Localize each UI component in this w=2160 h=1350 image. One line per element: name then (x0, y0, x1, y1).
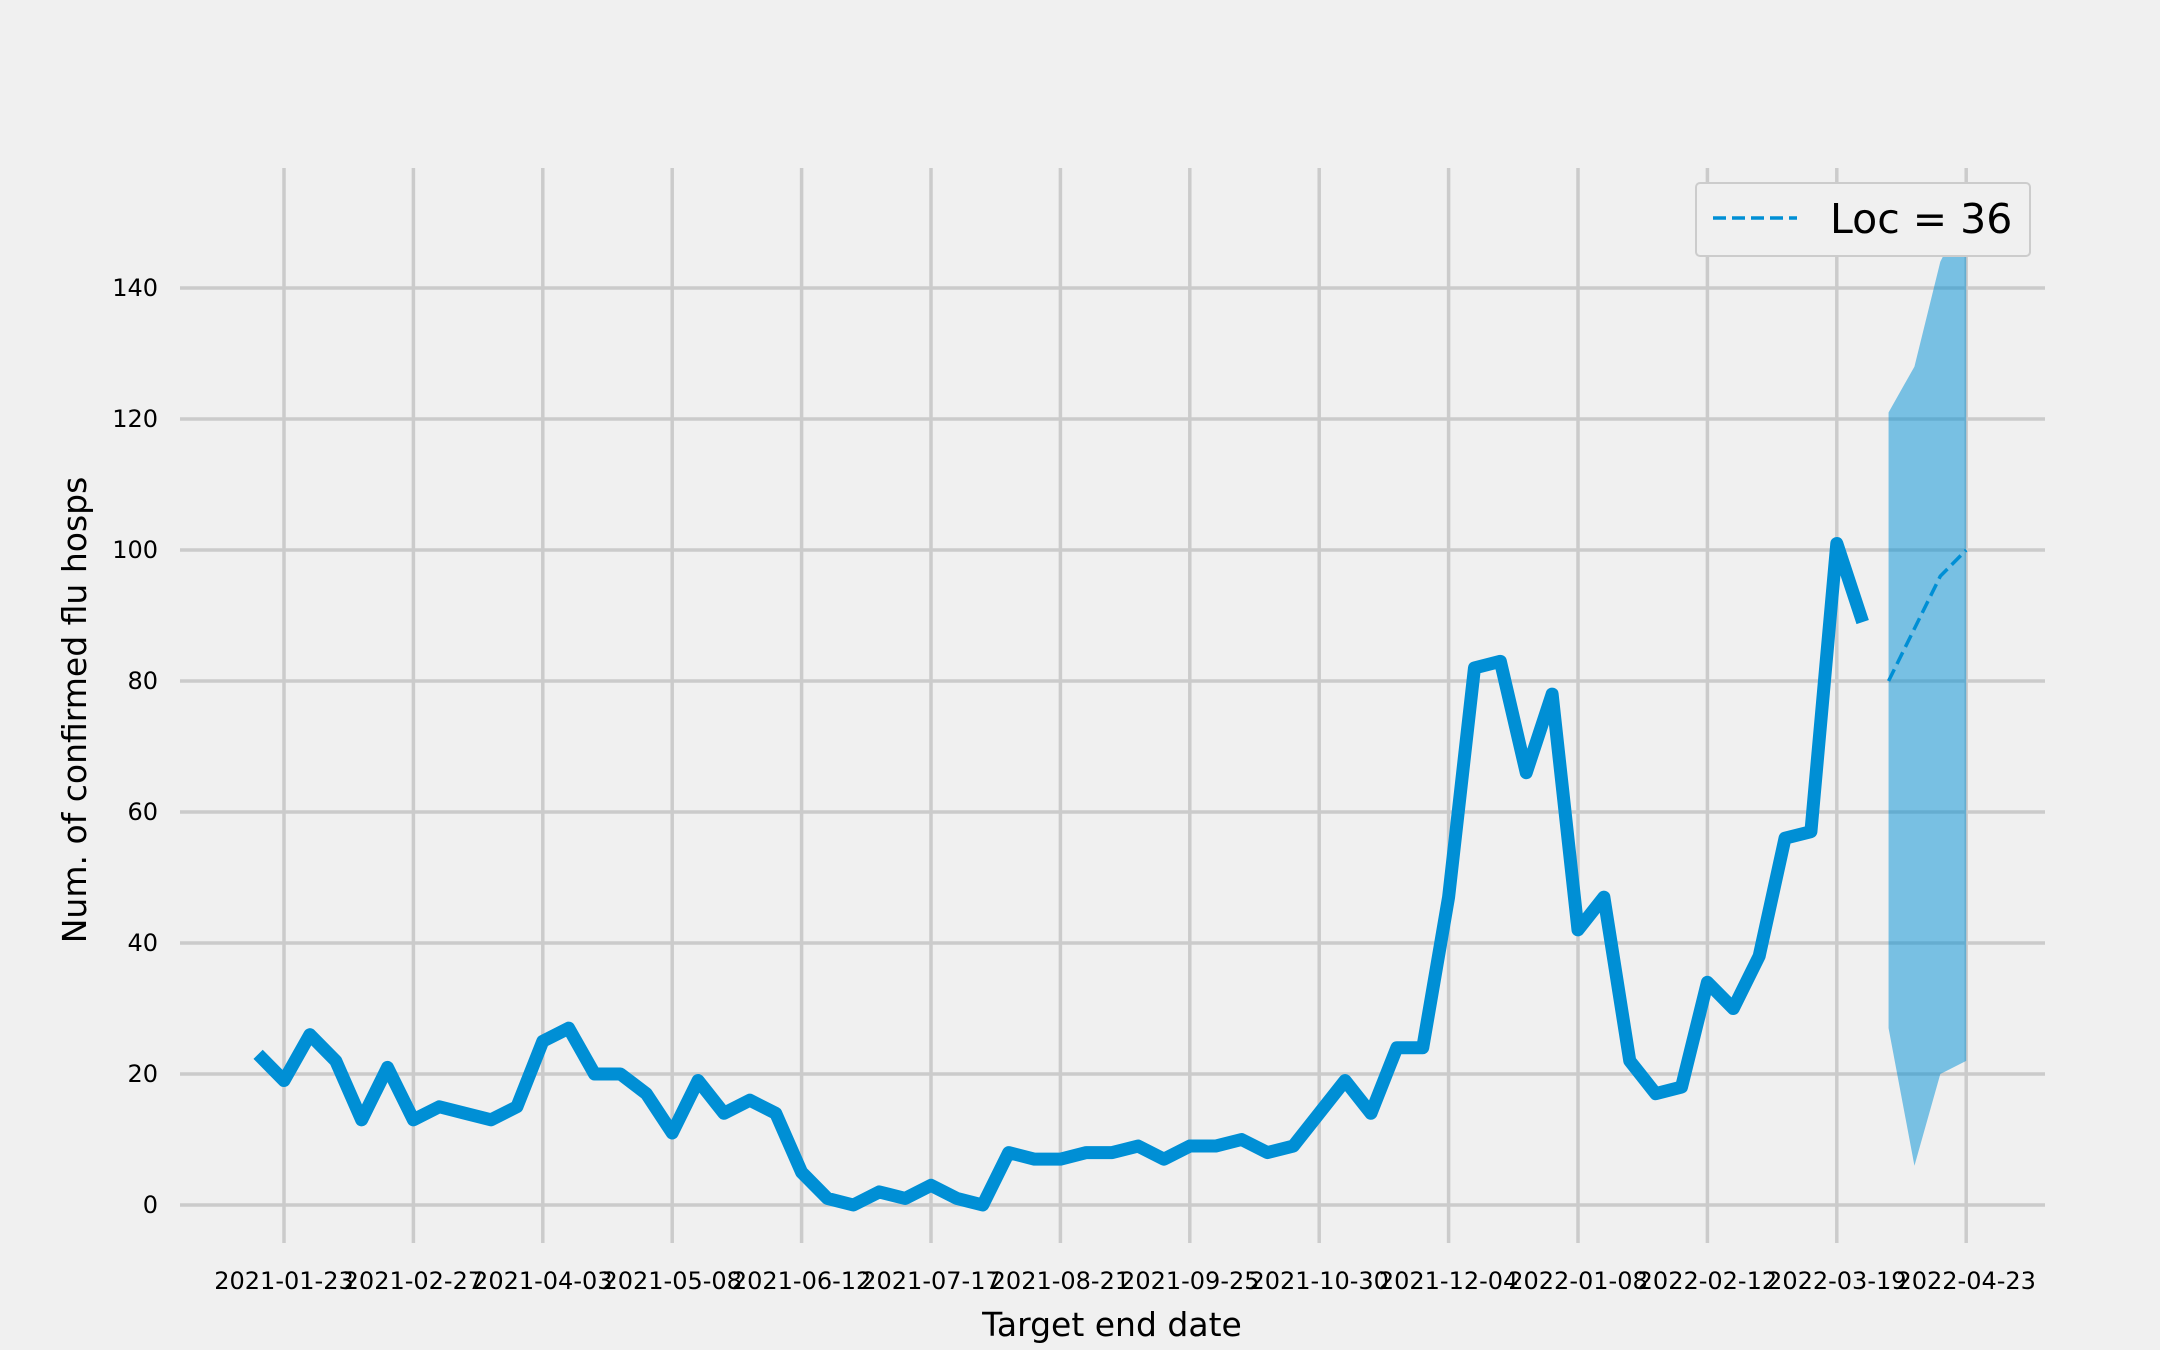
x-tick-label: 2021-04-03 (473, 1267, 612, 1295)
x-tick-label: 2022-01-08 (1508, 1267, 1647, 1295)
x-tick-label: 2021-01-23 (214, 1267, 353, 1295)
series-lines (253, 536, 1968, 1212)
y-tick-label: 0 (143, 1191, 158, 1219)
x-tick-label: 2022-04-23 (1896, 1267, 2035, 1295)
x-tick-label: 2021-02-27 (344, 1267, 483, 1295)
prediction-interval-band (1888, 209, 1967, 1166)
y-tick-label: 140 (112, 274, 158, 302)
y-tick-label: 120 (112, 405, 158, 433)
x-tick-label: 2021-08-21 (991, 1267, 1130, 1295)
gridlines (180, 168, 2045, 1243)
y-tick-label: 60 (127, 798, 158, 826)
y-tick-label: 100 (112, 536, 158, 564)
x-tick-label: 2021-10-30 (1249, 1267, 1388, 1295)
tick-labels: 2021-01-232021-02-272021-04-032021-05-08… (112, 274, 2036, 1295)
legend: Loc = 36 (1695, 182, 2031, 257)
forecast-series-line (1886, 548, 1968, 682)
y-tick-label: 20 (127, 1060, 158, 1088)
x-tick-label: 2021-12-04 (1379, 1267, 1518, 1295)
legend-box (1695, 182, 2031, 257)
x-tick-label: 2021-06-12 (732, 1267, 871, 1295)
y-axis-label: Num. of confirmed flu hosps (55, 477, 94, 944)
x-axis-label: Target end date (981, 1305, 1242, 1344)
legend-entry-label: Loc = 36 (1830, 195, 2012, 243)
x-tick-label: 2021-09-25 (1120, 1267, 1259, 1295)
y-tick-label: 40 (127, 929, 158, 957)
x-tick-label: 2022-03-19 (1767, 1267, 1906, 1295)
prediction-interval (1888, 209, 1967, 1166)
y-tick-label: 80 (127, 667, 158, 695)
x-tick-label: 2021-05-08 (602, 1267, 741, 1295)
x-tick-label: 2021-07-17 (861, 1267, 1000, 1295)
observed-series-line (253, 536, 1869, 1212)
x-tick-label: 2022-02-12 (1638, 1267, 1777, 1295)
